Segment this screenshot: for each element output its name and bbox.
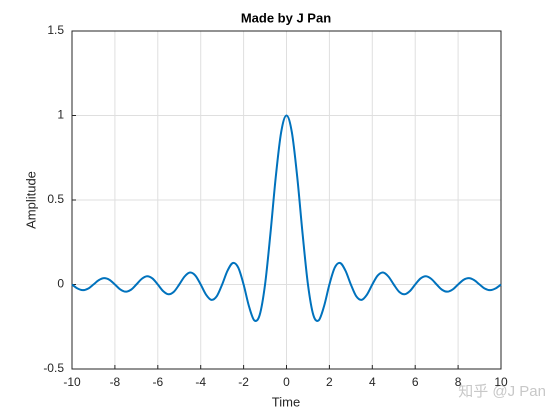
x-tick-label: 6: [412, 375, 419, 389]
x-tick-label: -10: [63, 375, 81, 389]
y-tick-label: 1: [57, 108, 64, 122]
x-tick-label: -8: [110, 375, 121, 389]
x-tick-label: 4: [369, 375, 376, 389]
x-tick-label: 8: [455, 375, 462, 389]
x-tick-label: -4: [195, 375, 206, 389]
x-tick-label: -2: [238, 375, 249, 389]
x-tick-label: -6: [152, 375, 163, 389]
watermark: 知乎 @J Pan: [458, 383, 546, 400]
y-axis-label: Amplitude: [23, 171, 38, 229]
plot-frame: [71, 30, 502, 370]
chart-title: Made by J Pan: [241, 10, 331, 25]
y-tick-label: 0.5: [47, 192, 64, 206]
y-tick-label: 1.5: [47, 23, 64, 37]
y-tick-label: 0: [57, 277, 64, 291]
y-tick-label: -0.5: [43, 361, 64, 375]
x-tick-label: 2: [326, 375, 333, 389]
x-axis-label: Time: [272, 394, 300, 409]
x-tick-label: 0: [283, 375, 290, 389]
x-tick-label: 10: [494, 375, 508, 389]
line-series: [71, 114, 502, 322]
